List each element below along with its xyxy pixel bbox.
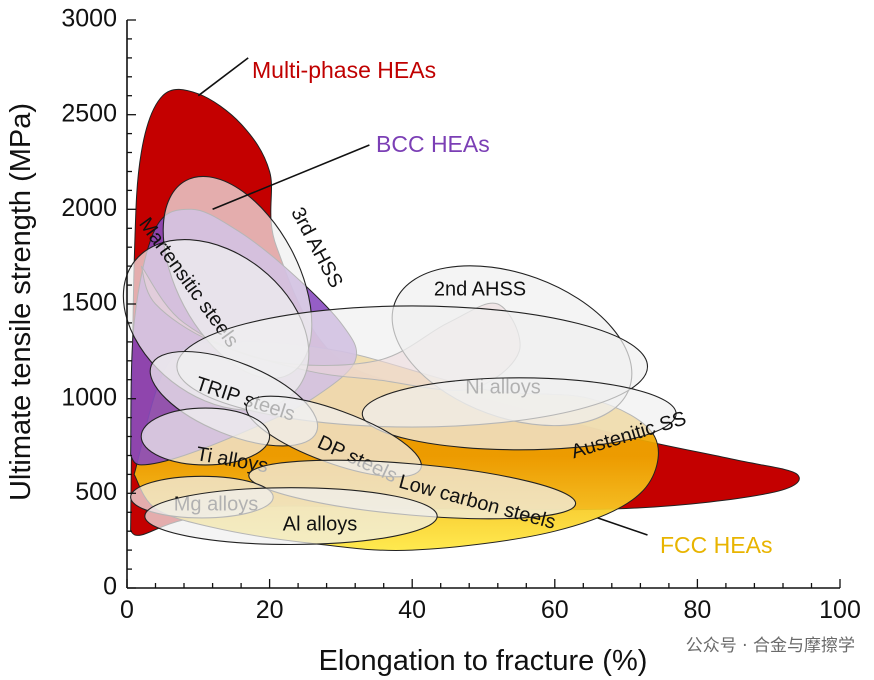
x-tick-label: 0 [120, 596, 134, 624]
callout-line-multi [197, 57, 249, 97]
callout-line-bcc [212, 144, 370, 211]
ellipse-austenitic [361, 377, 677, 451]
x-axis-title: Elongation to fracture (%) [319, 645, 648, 677]
y-tick-label: 3000 [61, 5, 117, 33]
y-tick-label: 2000 [61, 194, 117, 222]
y-tick-label: 500 [75, 478, 117, 506]
label-al-alloys: Al alloys [283, 513, 357, 535]
y-tick-label: 1000 [61, 383, 117, 411]
watermark: 公众号 · 合金与摩擦学 [686, 636, 855, 656]
ellipse-al-alloys [144, 487, 438, 546]
callout-fcc: FCC HEAs [660, 532, 772, 558]
x-tick-label: 80 [683, 596, 711, 624]
axes-layer: 0 500 1000 1500 2000 2500 3000 0 20 40 60 80 100 [61, 5, 860, 624]
y-tick-label: 1500 [61, 289, 117, 317]
label-2nd-ahss: 2nd AHSS [434, 278, 526, 300]
callout-line-fcc [597, 517, 648, 536]
y-axis-title: Ultimate tensile strength (MPa) [5, 103, 37, 501]
x-tick-label: 60 [541, 596, 569, 624]
ellipse-ti-alloys [140, 407, 271, 466]
callouts-layer: Multi-phase HEAs BCC HEAs FCC HEAs [197, 57, 772, 558]
x-tick-label: 40 [398, 596, 426, 624]
x-tick-label: 100 [819, 596, 861, 624]
y-tick-label: 0 [103, 573, 117, 601]
y-tick-label: 2500 [61, 99, 117, 127]
callout-multi: Multi-phase HEAs [252, 57, 436, 83]
callout-bcc: BCC HEAs [376, 131, 490, 157]
x-tick-label: 20 [256, 596, 284, 624]
